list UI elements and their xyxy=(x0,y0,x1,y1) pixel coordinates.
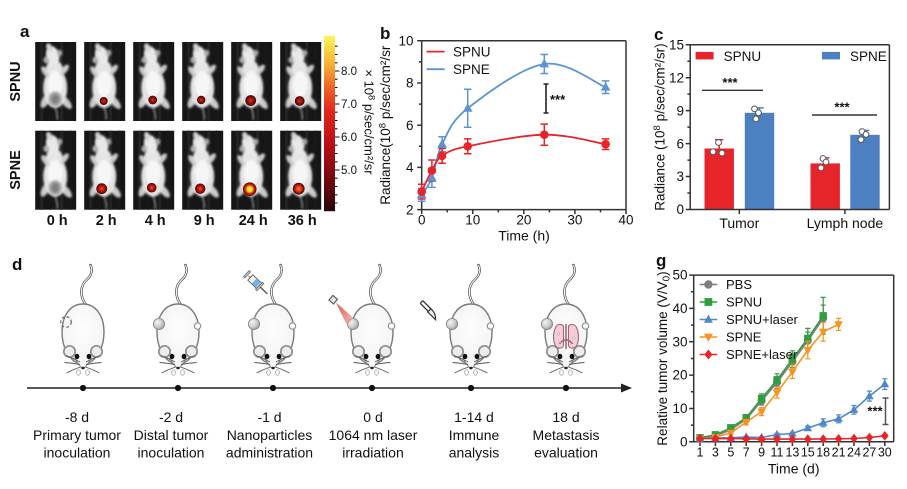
svg-text:2 h: 2 h xyxy=(96,213,117,229)
svg-text:10: 10 xyxy=(672,401,687,416)
svg-text:6: 6 xyxy=(676,136,684,151)
svg-text:0: 0 xyxy=(680,434,688,449)
svg-text:SPNU: SPNU xyxy=(8,61,24,101)
svg-text:13: 13 xyxy=(785,446,799,460)
svg-text:1064 nm laser: 1064 nm laser xyxy=(329,427,418,443)
svg-text:1-14 d: 1-14 d xyxy=(454,409,494,425)
svg-text:18: 18 xyxy=(816,446,830,460)
svg-text:SPNU: SPNU xyxy=(726,295,762,310)
svg-text:24 h: 24 h xyxy=(239,213,268,229)
svg-text:7.0: 7.0 xyxy=(341,99,357,111)
svg-text:SPNE: SPNE xyxy=(850,49,887,64)
svg-text:***: *** xyxy=(867,404,883,419)
svg-text:SPNU+laser: SPNU+laser xyxy=(726,312,799,327)
svg-text:30: 30 xyxy=(567,213,582,228)
svg-text:Tumor: Tumor xyxy=(719,215,759,231)
svg-text:PBS: PBS xyxy=(726,277,752,292)
svg-text:analysis: analysis xyxy=(449,445,500,461)
svg-text:SPNE: SPNE xyxy=(8,150,24,190)
svg-text:-2 d: -2 d xyxy=(159,409,183,425)
svg-text:SPNE: SPNE xyxy=(726,330,762,345)
svg-text:a: a xyxy=(20,22,30,41)
svg-text:Immune: Immune xyxy=(449,427,500,443)
svg-text:d: d xyxy=(12,255,22,274)
svg-text:11: 11 xyxy=(771,446,784,460)
svg-text:10: 10 xyxy=(465,213,480,228)
svg-text:***: *** xyxy=(834,100,850,115)
svg-text:6.0: 6.0 xyxy=(341,132,357,144)
svg-text:40: 40 xyxy=(672,301,687,316)
svg-text:12: 12 xyxy=(669,70,684,85)
svg-text:SPNE: SPNE xyxy=(453,62,490,77)
svg-text:3: 3 xyxy=(676,169,684,184)
svg-text:3: 3 xyxy=(712,446,719,460)
svg-text:Distal tumor: Distal tumor xyxy=(134,427,209,443)
svg-text:24: 24 xyxy=(847,446,861,460)
svg-text:9: 9 xyxy=(758,446,765,460)
svg-text:Time (h): Time (h) xyxy=(498,228,550,244)
svg-text:2: 2 xyxy=(406,202,414,217)
svg-text:SPNU: SPNU xyxy=(724,49,762,64)
svg-text:4: 4 xyxy=(406,160,414,175)
svg-text:irradiation: irradiation xyxy=(342,445,403,461)
svg-text:-1 d: -1 d xyxy=(257,409,281,425)
svg-text:1: 1 xyxy=(697,446,704,460)
svg-text:Metastasis: Metastasis xyxy=(533,427,600,443)
svg-text:inoculation: inoculation xyxy=(138,445,205,461)
svg-text:20: 20 xyxy=(672,368,687,383)
svg-text:Radiance(108 p/sec/cm²/sr: Radiance(108 p/sec/cm²/sr xyxy=(378,45,394,205)
svg-text:8.0: 8.0 xyxy=(341,66,357,78)
svg-text:30: 30 xyxy=(878,446,892,460)
svg-text:Lymph node: Lymph node xyxy=(807,215,884,231)
svg-text:5.0: 5.0 xyxy=(341,165,357,177)
svg-text:10: 10 xyxy=(398,34,413,49)
svg-text:inoculation: inoculation xyxy=(44,445,111,461)
svg-text:18 d: 18 d xyxy=(552,409,579,425)
svg-text:g: g xyxy=(656,251,666,270)
svg-text:× 108 p/sec/cm²/sr: × 108 p/sec/cm²/sr xyxy=(362,69,377,175)
svg-text:30: 30 xyxy=(672,334,687,349)
svg-text:9 h: 9 h xyxy=(194,213,215,229)
svg-text:36 h: 36 h xyxy=(288,213,317,229)
svg-text:15: 15 xyxy=(669,37,684,52)
svg-text:Relative tumor volume (V/V0): Relative tumor volume (V/V0) xyxy=(655,271,673,445)
svg-text:7: 7 xyxy=(743,446,750,460)
svg-text:-8 d: -8 d xyxy=(65,409,89,425)
svg-text:evaluation: evaluation xyxy=(534,445,598,461)
svg-text:c: c xyxy=(654,25,663,44)
svg-text:6: 6 xyxy=(406,118,414,133)
svg-text:9: 9 xyxy=(676,103,684,118)
svg-text:15: 15 xyxy=(801,446,815,460)
svg-text:Radiance (108 p/sec/cm²/sr): Radiance (108 p/sec/cm²/sr) xyxy=(652,43,668,210)
svg-text:21: 21 xyxy=(832,446,846,460)
svg-text:***: *** xyxy=(722,75,738,90)
svg-text:administration: administration xyxy=(226,445,313,461)
svg-text:***: *** xyxy=(550,92,566,107)
svg-text:b: b xyxy=(380,24,390,43)
svg-text:50: 50 xyxy=(672,268,687,283)
svg-text:Time (d): Time (d) xyxy=(768,461,820,477)
svg-text:SPNU: SPNU xyxy=(453,44,491,59)
svg-text:0 h: 0 h xyxy=(47,213,68,229)
svg-text:Nanoparticles: Nanoparticles xyxy=(227,427,313,443)
svg-text:20: 20 xyxy=(516,213,531,228)
svg-text:5: 5 xyxy=(727,446,734,460)
svg-text:40: 40 xyxy=(618,213,633,228)
svg-text:Primary tumor: Primary tumor xyxy=(33,427,121,443)
svg-text:27: 27 xyxy=(862,446,876,460)
svg-text:4 h: 4 h xyxy=(145,213,166,229)
svg-text:0 d: 0 d xyxy=(363,409,382,425)
svg-text:SPNE+laser: SPNE+laser xyxy=(726,347,798,362)
svg-text:8: 8 xyxy=(406,76,414,91)
svg-text:0: 0 xyxy=(418,213,426,228)
svg-text:0: 0 xyxy=(676,202,684,217)
